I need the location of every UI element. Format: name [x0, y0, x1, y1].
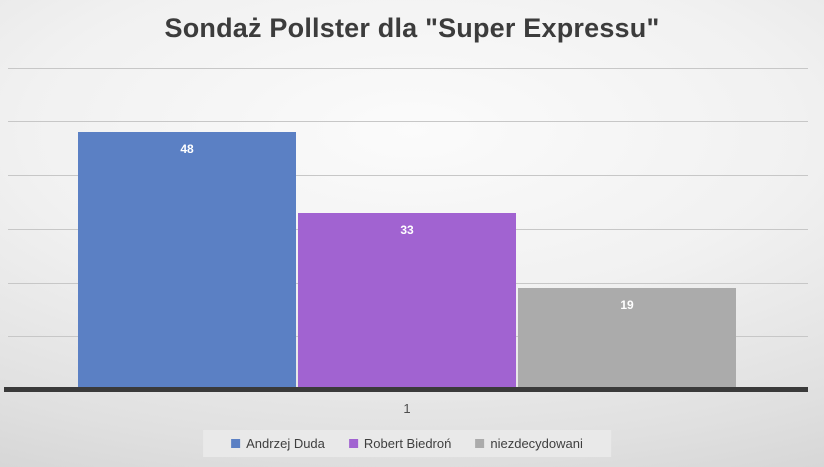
- legend-item-label: Andrzej Duda: [246, 436, 325, 451]
- bar-value-label: 33: [400, 223, 414, 237]
- chart-title: Sondaż Pollster dla "Super Expressu": [164, 13, 660, 43]
- legend-item: niezdecydowani: [475, 436, 583, 451]
- legend: Andrzej Duda Robert Biedroń niezdecydowani: [203, 430, 611, 457]
- gridline: [8, 121, 808, 122]
- legend-item-label: niezdecydowani: [490, 436, 583, 451]
- legend-swatch: [475, 439, 485, 448]
- bar: 48: [78, 132, 296, 390]
- bar-value-label: 19: [620, 298, 634, 312]
- bar: 33: [298, 213, 516, 390]
- gridline: [8, 175, 808, 176]
- x-axis-line: [4, 387, 808, 392]
- gridline: [8, 68, 808, 69]
- bar-value-label: 48: [180, 142, 194, 156]
- legend-item: Robert Biedroń: [348, 436, 452, 451]
- legend-swatch: [231, 439, 241, 448]
- bar: 19: [518, 288, 736, 390]
- legend-item-label: Robert Biedroń: [363, 436, 452, 451]
- legend-swatch: [348, 439, 358, 448]
- category-axis-label: 1: [403, 401, 411, 416]
- legend-item: Andrzej Duda: [231, 436, 325, 451]
